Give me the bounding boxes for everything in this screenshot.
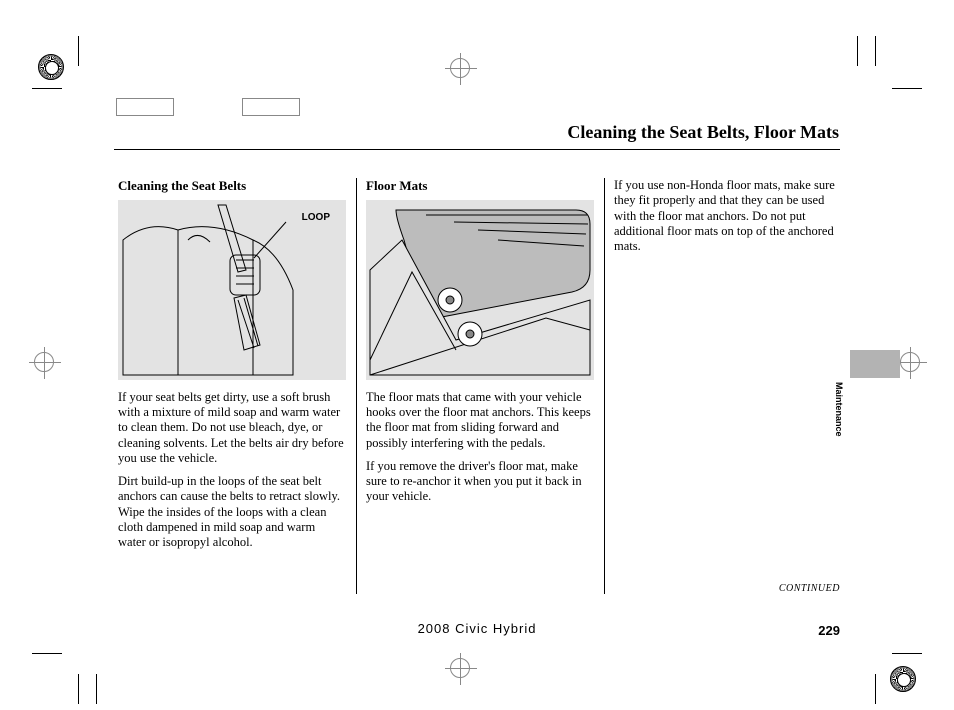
crop-mark: [32, 88, 62, 89]
crop-mark: [857, 36, 858, 66]
title-rule: [114, 149, 840, 150]
crop-mark: [96, 674, 97, 704]
section-tab-label: Maintenance: [834, 382, 844, 437]
heading-floor-mats: Floor Mats: [366, 178, 594, 194]
reg-box: [242, 98, 300, 116]
column-aftermarket-mats: If you use non-Honda floor mats, make su…: [614, 178, 842, 262]
column-separator: [604, 178, 605, 594]
paragraph: The floor mats that came with your vehic…: [366, 390, 594, 451]
crosshair-right: [900, 352, 920, 372]
reg-box: [116, 98, 174, 116]
section-tab: [850, 350, 900, 378]
paragraph: If you use non-Honda floor mats, make su…: [614, 178, 842, 254]
figure-seat-belt: LOOP: [118, 200, 346, 380]
floor-mat-illustration: [366, 200, 594, 380]
crop-mark: [32, 653, 62, 654]
crosshair-top: [450, 58, 470, 78]
crop-mark: [78, 36, 79, 66]
column-seat-belts: Cleaning the Seat Belts LOOP If your sea…: [118, 178, 346, 558]
paragraph: Dirt build-up in the loops of the seat b…: [118, 474, 346, 550]
reg-mark-br: [890, 666, 916, 692]
footer-model: 2008 Civic Hybrid: [418, 621, 537, 636]
column-floor-mats: Floor Mats The floor mats that came with…: [366, 178, 594, 513]
figure-floor-mat: [366, 200, 594, 380]
seat-belt-illustration: [118, 200, 346, 380]
crosshair-bottom: [450, 658, 470, 678]
paragraph: If you remove the driver's floor mat, ma…: [366, 459, 594, 505]
figure-label-loop: LOOP: [302, 212, 330, 224]
crop-mark: [892, 653, 922, 654]
page-title: Cleaning the Seat Belts, Floor Mats: [567, 122, 839, 143]
crop-mark: [78, 674, 79, 704]
crop-mark: [875, 36, 876, 66]
heading-seat-belts: Cleaning the Seat Belts: [118, 178, 346, 194]
crosshair-left: [34, 352, 54, 372]
column-separator: [356, 178, 357, 594]
reg-mark-tl: [38, 54, 64, 80]
crop-mark: [875, 674, 876, 704]
continued-label: CONTINUED: [779, 583, 840, 594]
paragraph: If your seat belts get dirty, use a soft…: [118, 390, 346, 466]
page-number: 229: [818, 623, 840, 638]
crop-mark: [892, 88, 922, 89]
